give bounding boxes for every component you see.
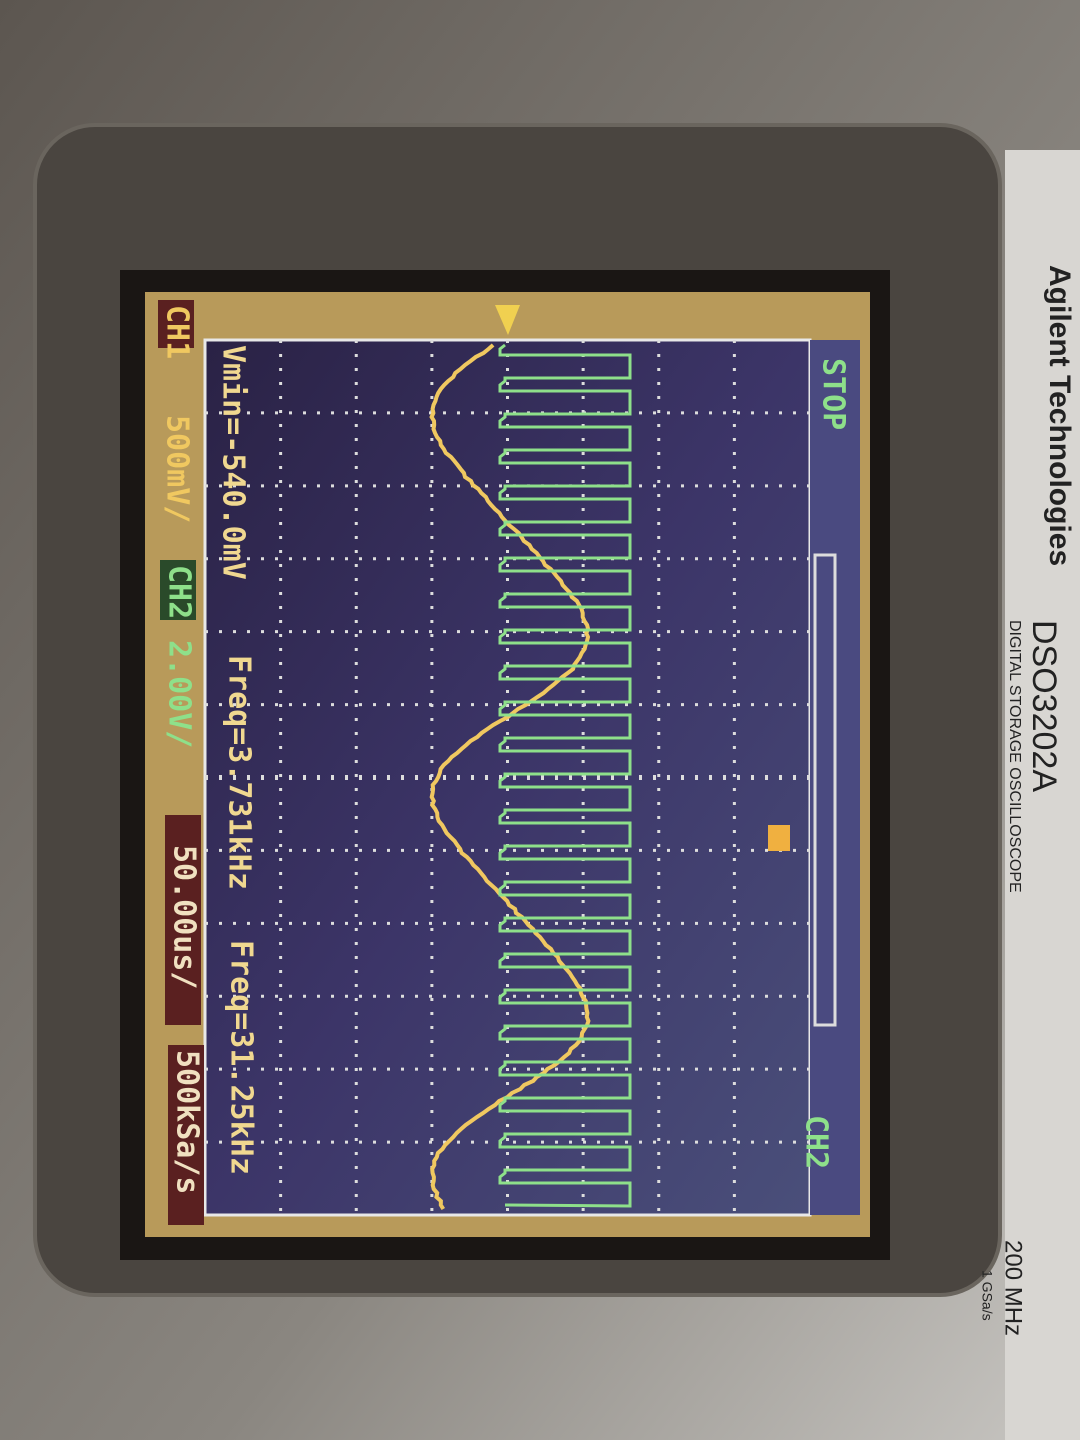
trigger-source: CH2 bbox=[799, 1115, 834, 1169]
trigger-marker bbox=[768, 825, 790, 851]
sample-rate: 1 GSa/s bbox=[979, 1270, 995, 1321]
freq2: Freq=31.25kHz bbox=[224, 940, 259, 1175]
run-state: STOP bbox=[816, 358, 851, 430]
description: DIGITAL STORAGE OSCILLOSCOPE bbox=[1006, 620, 1023, 893]
ch2-scale: 2.00V/ bbox=[162, 640, 197, 748]
bandwidth: 200 MHz bbox=[1000, 1240, 1027, 1336]
ch1-label: CH1 bbox=[160, 305, 195, 359]
sampling: 500kSa/s bbox=[170, 1050, 205, 1195]
ch1-scale: 500mV/ bbox=[160, 415, 195, 523]
maker: Agilent Technologies bbox=[1043, 265, 1076, 566]
timebase: 50.00us/ bbox=[167, 845, 202, 990]
model: DSO3202A bbox=[1025, 620, 1063, 792]
vmin: Vmin=-540.0mV bbox=[216, 345, 251, 580]
ch2-label: CH2 bbox=[162, 565, 197, 619]
freq1: Freq=3.731kHz bbox=[222, 655, 257, 890]
